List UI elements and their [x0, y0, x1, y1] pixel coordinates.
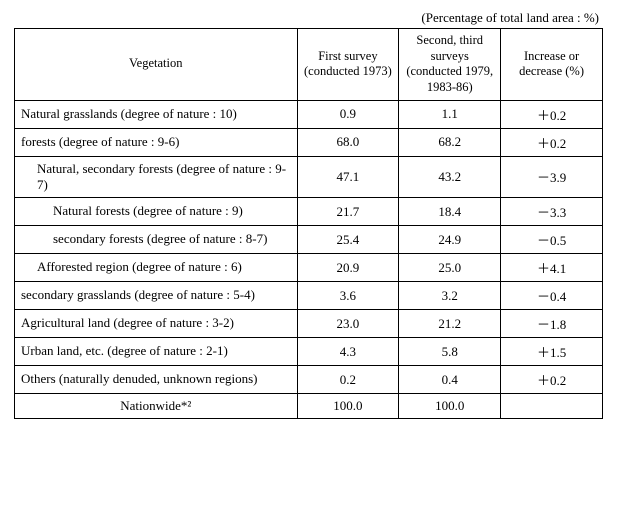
cell-second: 5.8: [399, 338, 501, 366]
cell-change: ＋0.2: [501, 366, 603, 394]
row-label: Natural, secondary forests (degree of na…: [15, 156, 298, 198]
cell-first: 0.9: [297, 100, 399, 128]
row-label: Urban land, etc. (degree of nature : 2-1…: [15, 338, 298, 366]
cell-second: 24.9: [399, 226, 501, 254]
cell-change: ＋0.2: [501, 100, 603, 128]
cell-change: [501, 394, 603, 419]
cell-second: 25.0: [399, 254, 501, 282]
cell-first: 21.7: [297, 198, 399, 226]
cell-first: 47.1: [297, 156, 399, 198]
cell-second: 43.2: [399, 156, 501, 198]
vegetation-table: Vegetation First survey (conducted 1973)…: [14, 28, 603, 419]
row-label: secondary grasslands (degree of nature :…: [15, 282, 298, 310]
table-row: Natural grasslands (degree of nature : 1…: [15, 100, 603, 128]
row-label: Natural forests (degree of nature : 9): [15, 198, 298, 226]
cell-second: 21.2: [399, 310, 501, 338]
table-row: Agricultural land (degree of nature : 3-…: [15, 310, 603, 338]
cell-change: －1.8: [501, 310, 603, 338]
cell-first: 3.6: [297, 282, 399, 310]
row-label: secondary forests (degree of nature : 8-…: [15, 226, 298, 254]
table-row: Nationwide*²100.0100.0: [15, 394, 603, 419]
cell-change: －0.4: [501, 282, 603, 310]
table-header-row: Vegetation First survey (conducted 1973)…: [15, 29, 603, 101]
col-header-first: First survey (conducted 1973): [297, 29, 399, 101]
cell-first: 4.3: [297, 338, 399, 366]
row-label: Afforested region (degree of nature : 6): [15, 254, 298, 282]
cell-change: ＋0.2: [501, 128, 603, 156]
table-row: forests (degree of nature : 9-6)68.068.2…: [15, 128, 603, 156]
table-row: Natural, secondary forests (degree of na…: [15, 156, 603, 198]
col-header-second: Second, third surveys (conducted 1979, 1…: [399, 29, 501, 101]
cell-change: －0.5: [501, 226, 603, 254]
cell-second: 18.4: [399, 198, 501, 226]
row-label: Natural grasslands (degree of nature : 1…: [15, 100, 298, 128]
table-row: secondary grasslands (degree of nature :…: [15, 282, 603, 310]
table-row: Natural forests (degree of nature : 9)21…: [15, 198, 603, 226]
table-row: Others (naturally denuded, unknown regio…: [15, 366, 603, 394]
row-label: Others (naturally denuded, unknown regio…: [15, 366, 298, 394]
cell-change: ＋1.5: [501, 338, 603, 366]
table-row: Afforested region (degree of nature : 6)…: [15, 254, 603, 282]
cell-second: 1.1: [399, 100, 501, 128]
col-header-change: Increase or decrease (%): [501, 29, 603, 101]
cell-first: 100.0: [297, 394, 399, 419]
cell-change: －3.9: [501, 156, 603, 198]
table-caption: (Percentage of total land area : %): [14, 10, 599, 26]
table-row: secondary forests (degree of nature : 8-…: [15, 226, 603, 254]
row-label: Nationwide*²: [15, 394, 298, 419]
cell-first: 23.0: [297, 310, 399, 338]
row-label: forests (degree of nature : 9-6): [15, 128, 298, 156]
cell-first: 25.4: [297, 226, 399, 254]
cell-first: 0.2: [297, 366, 399, 394]
cell-second: 100.0: [399, 394, 501, 419]
cell-second: 68.2: [399, 128, 501, 156]
cell-second: 3.2: [399, 282, 501, 310]
cell-change: －3.3: [501, 198, 603, 226]
table-row: Urban land, etc. (degree of nature : 2-1…: [15, 338, 603, 366]
col-header-vegetation: Vegetation: [15, 29, 298, 101]
cell-first: 68.0: [297, 128, 399, 156]
row-label: Agricultural land (degree of nature : 3-…: [15, 310, 298, 338]
cell-first: 20.9: [297, 254, 399, 282]
cell-second: 0.4: [399, 366, 501, 394]
cell-change: ＋4.1: [501, 254, 603, 282]
